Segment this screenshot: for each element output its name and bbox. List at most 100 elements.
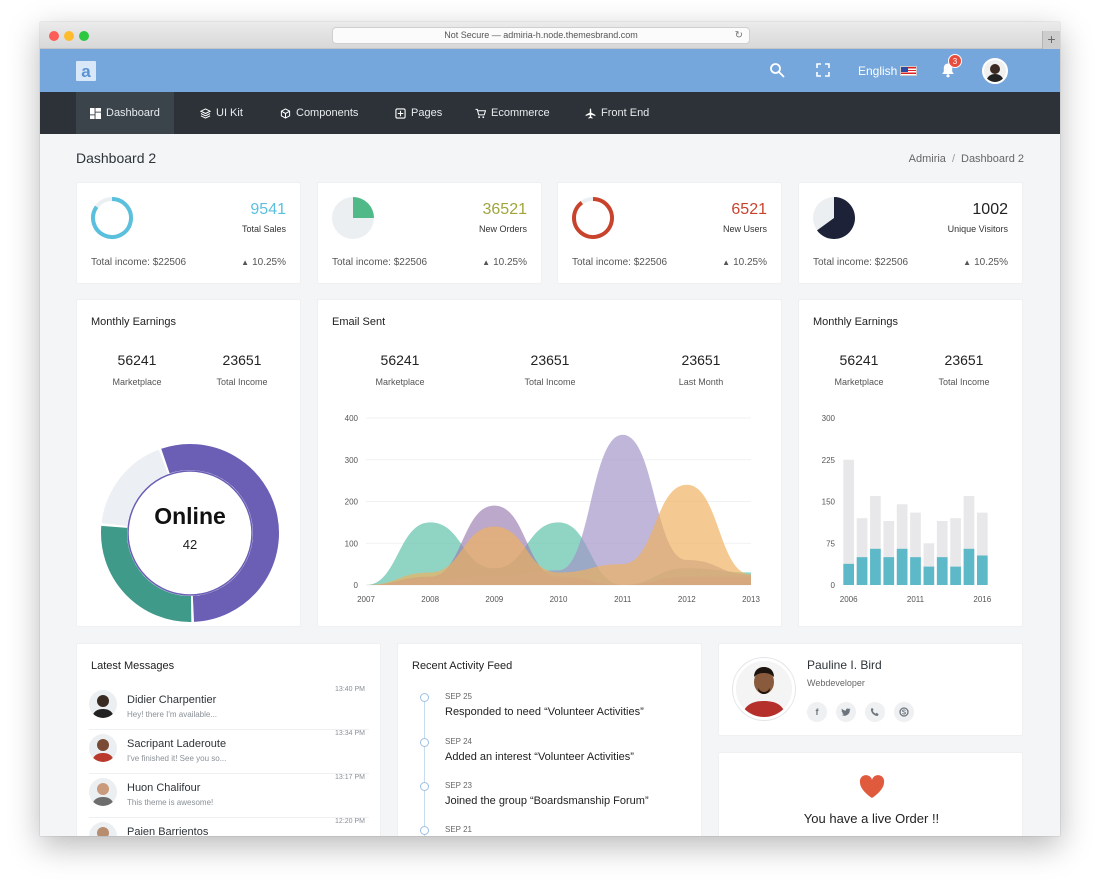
message-time: 13:34 PM <box>335 730 365 737</box>
bar <box>963 495 975 585</box>
address-bar[interactable]: Not Secure — admiria-h.node.themesbrand.… <box>332 27 750 44</box>
skype-glyph <box>899 707 909 717</box>
facebook-icon[interactable]: f <box>807 702 827 722</box>
kpi-value: 23651 <box>681 352 721 368</box>
fullscreen-icon[interactable] <box>815 62 831 78</box>
donut-center-value: 42 <box>183 537 197 552</box>
kpi-marketplace: 56241 Marketplace <box>350 352 450 387</box>
profile-avatar <box>733 658 795 720</box>
nav-dashboard[interactable]: Dashboard <box>76 92 174 134</box>
skype-icon[interactable] <box>894 702 914 722</box>
pages-icon <box>395 107 406 119</box>
donut-segment <box>161 444 279 622</box>
donut-inner-ring <box>127 470 253 596</box>
message-item[interactable]: Paien Barrientos 12:20 PM <box>89 818 369 836</box>
timeline-text: Joined the group “Boardsmanship Forum” <box>445 795 649 807</box>
message-avatar-image <box>92 695 114 718</box>
stat-percent: ▲ 10.25% <box>241 257 286 268</box>
message-item[interactable]: Huon Chalifour This theme is awesome! 13… <box>89 774 369 818</box>
page-title: Dashboard 2 <box>76 150 157 166</box>
stat-card-new-users: 6521 New Users Total income: $22506 ▲ 10.… <box>557 182 782 284</box>
timeline-line <box>424 696 425 836</box>
x-tick-label: 2007 <box>357 595 375 604</box>
donut-center-label: Online <box>154 503 226 529</box>
reload-icon[interactable]: ↻ <box>734 30 743 41</box>
kpi-marketplace: 56241 Marketplace <box>809 352 909 387</box>
area-series <box>366 484 751 585</box>
stat-value: 36521 <box>482 201 528 218</box>
stat-label: New Orders <box>478 224 527 234</box>
nav-ecommerce[interactable]: Ecommerce <box>461 92 564 134</box>
y-tick-label: 300 <box>345 456 359 465</box>
kpi-value: 23651 <box>222 352 262 368</box>
cube-icon <box>280 107 291 119</box>
y-tick-label: 400 <box>345 414 359 423</box>
twitter-icon[interactable] <box>836 702 856 722</box>
message-avatar-image <box>97 827 109 836</box>
stat-percent: ▲ 10.25% <box>722 257 767 268</box>
bar <box>856 557 868 585</box>
message-item[interactable]: Didier Charpentier Hey! there I'm availa… <box>89 686 369 730</box>
timeline-text: Responded to need “Volunteer Activities” <box>445 706 644 718</box>
email-sent-card: Email Sent 56241 Marketplace 23651 Total… <box>317 299 782 627</box>
minimize-window-button[interactable] <box>64 31 74 41</box>
x-tick-label: 2009 <box>485 595 503 604</box>
arrow-up-icon: ▲ <box>482 258 491 267</box>
live-order-text: You have a live Order !! <box>803 811 940 826</box>
nav-front-end[interactable]: Front End <box>571 92 663 134</box>
main-nav: Dashboard UI Kit Components Pages Ecomme… <box>40 92 1060 134</box>
search-icon[interactable] <box>769 62 785 78</box>
nav-dashboard-label: Dashboard <box>106 107 160 119</box>
bar <box>963 548 975 585</box>
message-avatar <box>89 822 117 836</box>
stat-card-new-orders: 36521 New Orders Total income: $22506 ▲ 1… <box>317 182 542 284</box>
bar <box>923 566 935 585</box>
stat-label: Total Sales <box>241 224 286 234</box>
stat-percent-value: 10.25% <box>493 257 527 268</box>
timeline-dot <box>420 826 429 835</box>
nav-ui-kit[interactable]: UI Kit <box>186 92 257 134</box>
close-window-button[interactable] <box>49 31 59 41</box>
message-sender: Didier Charpentier <box>127 694 217 706</box>
phone-icon[interactable] <box>865 702 885 722</box>
stat-value: 6521 <box>731 201 767 218</box>
donut-segment <box>101 525 192 622</box>
nav-components-label: Components <box>296 107 359 119</box>
kpi-label: Last Month <box>678 377 724 387</box>
x-tick-label: 2011 <box>907 595 925 604</box>
app-logo[interactable]: a <box>76 61 96 81</box>
ring-fill <box>91 197 133 239</box>
x-tick-label: 2016 <box>973 595 991 604</box>
nav-pages[interactable]: Pages <box>381 92 456 134</box>
bar <box>896 504 908 585</box>
stat-percent-value: 10.25% <box>733 257 767 268</box>
new-tab-button[interactable]: + <box>1042 31 1060 49</box>
language-selector[interactable]: English <box>858 64 898 78</box>
y-tick-label: 75 <box>826 539 835 548</box>
message-sender: Huon Chalifour <box>127 782 201 794</box>
breadcrumb-root[interactable]: Admiria <box>908 153 946 165</box>
stat-percent-value: 10.25% <box>974 257 1008 268</box>
kpi-value: 23651 <box>530 352 570 368</box>
timeline-date: SEP 21 <box>445 825 472 834</box>
stat-income: Total income: $22506 <box>572 257 668 268</box>
message-preview: I've finished it! See you so... <box>127 754 227 763</box>
kpi-label: Marketplace <box>834 377 884 387</box>
timeline-dot <box>420 782 429 791</box>
browser-titlebar: Not Secure — admiria-h.node.themesbrand.… <box>40 22 1060 49</box>
pie-slice <box>817 197 855 239</box>
kpi-label: Total Income <box>524 377 576 387</box>
kpi-value: 56241 <box>380 352 420 368</box>
message-time: 13:17 PM <box>335 774 365 781</box>
bar <box>883 557 895 585</box>
latest-messages-card: Latest Messages Didier Charpentier Hey! … <box>76 643 381 836</box>
message-item[interactable]: Sacripant Laderoute I've finished it! Se… <box>89 730 369 774</box>
maximize-window-button[interactable] <box>79 31 89 41</box>
user-avatar[interactable] <box>982 58 1008 84</box>
message-preview: This theme is awesome! <box>127 798 214 807</box>
heart-icon <box>859 775 885 798</box>
bar <box>910 557 921 585</box>
bar <box>896 548 908 585</box>
x-tick-label: 2013 <box>742 595 760 604</box>
nav-components[interactable]: Components <box>266 92 372 134</box>
